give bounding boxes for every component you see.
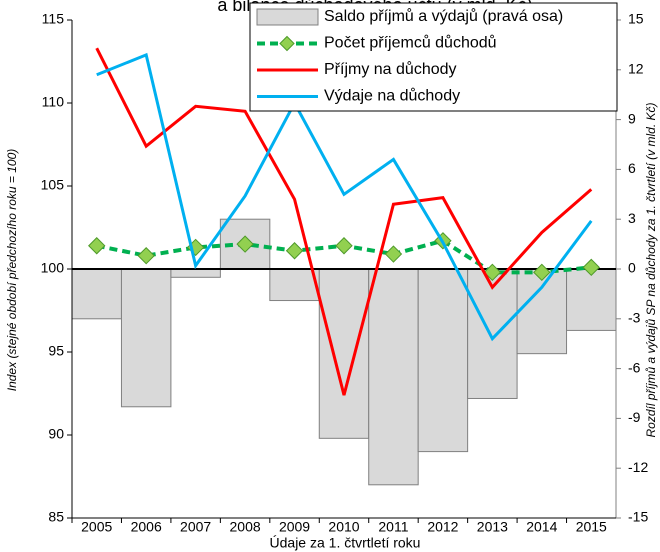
- y-tick-label: 105: [41, 177, 65, 193]
- y2-tick-label: 3: [628, 210, 636, 226]
- legend-swatch: [256, 8, 319, 26]
- y2-tick-label: -9: [628, 409, 641, 425]
- marker: [582, 258, 600, 277]
- y-tick-label: 85: [48, 509, 64, 525]
- marker: [533, 263, 551, 282]
- bar: [318, 268, 370, 439]
- x-tick-label: 2012: [427, 519, 458, 535]
- marker: [236, 235, 254, 253]
- bar: [120, 268, 172, 408]
- line: [95, 47, 593, 396]
- x-tick-label: 2010: [328, 519, 359, 535]
- y2-tick-label: 9: [628, 110, 636, 126]
- y-axis-title: Index (stejné období předchozího roku = …: [5, 149, 19, 392]
- y2-tick-label: 12: [628, 61, 644, 77]
- y2-tick-label: 15: [628, 11, 644, 27]
- marker: [88, 237, 106, 255]
- bar: [368, 268, 419, 486]
- marker: [335, 237, 353, 255]
- y-tick-label: 95: [48, 343, 64, 359]
- x-tick-label: 2015: [576, 519, 607, 535]
- x-tick-label: 2009: [279, 519, 310, 535]
- x-tick-label: 2005: [81, 519, 112, 535]
- legend-label: Počet příjemců důchodů: [324, 34, 497, 52]
- x-tick-label: 2014: [526, 519, 557, 535]
- x-axis-title: Údaje za 1. čtvrtletí roku: [270, 535, 421, 551]
- y2-tick-label: 6: [628, 160, 636, 176]
- legend-label: Příjmy na důchody: [324, 60, 457, 78]
- x-tick-label: 2013: [477, 519, 508, 535]
- bar: [566, 268, 617, 331]
- y2-axis-title: Rozdíl příjmů a výdajů SP na důchody za …: [644, 102, 658, 437]
- legend-marker: [279, 35, 295, 52]
- y-tick-label: 110: [42, 94, 65, 110]
- bar: [170, 268, 221, 278]
- y2-tick-label: -15: [628, 509, 648, 525]
- y-tick-label: 90: [48, 426, 64, 442]
- legend-label: Výdaje na důchody: [324, 87, 460, 105]
- x-tick-label: 2011: [378, 519, 408, 535]
- marker: [285, 242, 304, 260]
- marker: [483, 263, 502, 282]
- line: [96, 52, 593, 342]
- bar: [269, 268, 320, 302]
- y-tick-label: 100: [41, 260, 65, 276]
- y-tick-label: 115: [42, 11, 65, 27]
- x-tick-label: 2007: [180, 519, 211, 535]
- y2-tick-label: 0: [628, 260, 636, 276]
- x-tick-label: 2008: [230, 519, 261, 535]
- bar: [71, 268, 122, 320]
- legend-label: Saldo příjmů a výdajů (pravá osa): [324, 7, 563, 25]
- y2-tick-label: -3: [628, 310, 641, 326]
- marker: [384, 245, 403, 263]
- y2-tick-label: -12: [628, 459, 648, 475]
- x-tick-label: 2006: [131, 519, 162, 535]
- y2-tick-label: -6: [628, 359, 641, 375]
- marker: [137, 247, 155, 265]
- bar: [417, 268, 469, 453]
- bar: [516, 268, 568, 355]
